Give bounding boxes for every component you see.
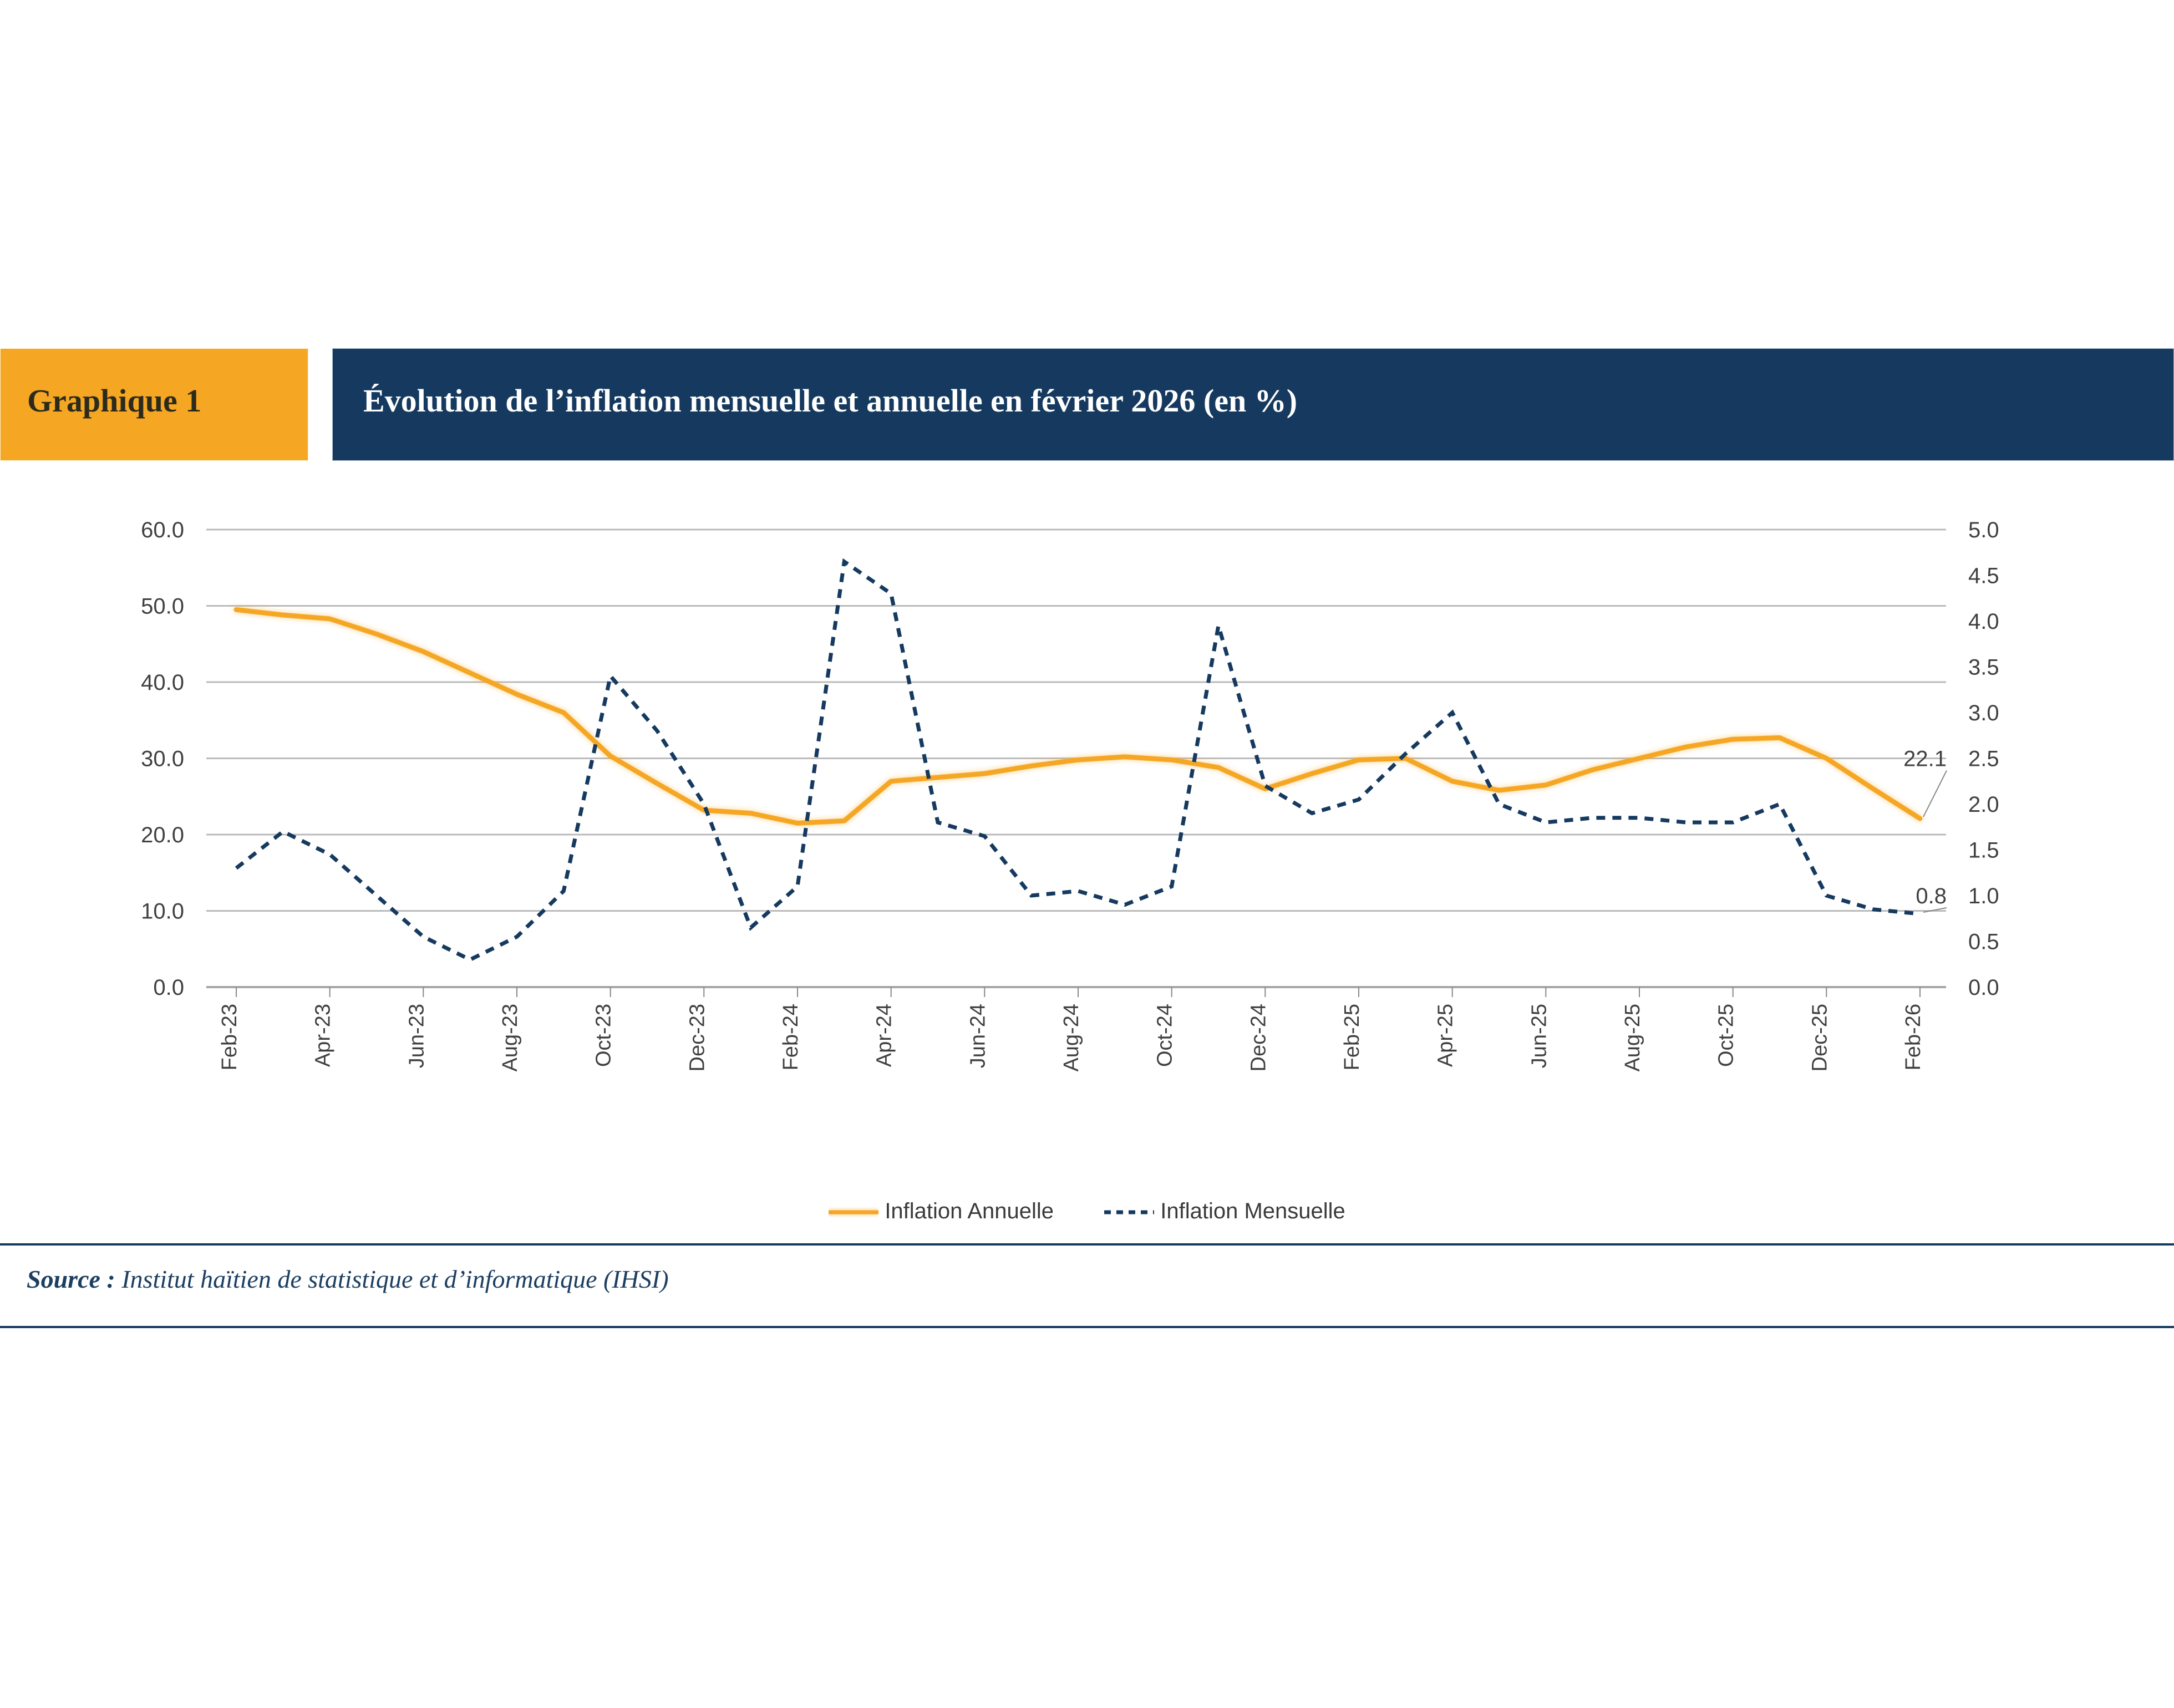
svg-text:0.5: 0.5 <box>1968 930 1999 954</box>
svg-text:Oct-25: Oct-25 <box>1715 1004 1738 1067</box>
svg-text:Jun-23: Jun-23 <box>405 1004 428 1068</box>
svg-text:Feb-25: Feb-25 <box>1340 1004 1364 1070</box>
svg-text:2.5: 2.5 <box>1968 747 1999 771</box>
svg-text:Feb-24: Feb-24 <box>779 1004 802 1070</box>
svg-text:60.0: 60.0 <box>141 518 184 542</box>
svg-text:Apr-25: Apr-25 <box>1434 1004 1457 1067</box>
svg-text:Oct-23: Oct-23 <box>592 1004 616 1067</box>
svg-text:Apr-23: Apr-23 <box>312 1004 335 1067</box>
svg-text:1.0: 1.0 <box>1968 884 1999 908</box>
svg-text:4.5: 4.5 <box>1968 564 1999 588</box>
svg-text:5.0: 5.0 <box>1968 518 1999 542</box>
svg-text:0.0: 0.0 <box>153 975 184 1000</box>
svg-text:4.0: 4.0 <box>1968 609 1999 634</box>
svg-text:0.0: 0.0 <box>1968 975 1999 1000</box>
svg-text:Feb-26: Feb-26 <box>1902 1004 1925 1070</box>
svg-text:Jun-25: Jun-25 <box>1527 1004 1551 1068</box>
svg-text:1.5: 1.5 <box>1968 838 1999 863</box>
svg-text:Dec-25: Dec-25 <box>1808 1004 1831 1072</box>
svg-text:Aug-25: Aug-25 <box>1621 1004 1644 1072</box>
svg-text:Aug-23: Aug-23 <box>499 1004 522 1072</box>
svg-text:3.5: 3.5 <box>1968 655 1999 680</box>
svg-text:Jun-24: Jun-24 <box>966 1004 989 1068</box>
svg-text:0.8: 0.8 <box>1916 884 1947 908</box>
svg-text:30.0: 30.0 <box>141 747 184 771</box>
svg-text:40.0: 40.0 <box>141 670 184 695</box>
svg-text:Dec-24: Dec-24 <box>1247 1004 1270 1072</box>
svg-text:50.0: 50.0 <box>141 594 184 619</box>
svg-text:Oct-24: Oct-24 <box>1154 1004 1177 1067</box>
svg-text:2.0: 2.0 <box>1968 792 1999 817</box>
svg-text:Feb-23: Feb-23 <box>218 1004 241 1070</box>
svg-text:20.0: 20.0 <box>141 823 184 847</box>
svg-text:3.0: 3.0 <box>1968 701 1999 725</box>
svg-text:Apr-24: Apr-24 <box>873 1004 896 1067</box>
svg-text:Dec-23: Dec-23 <box>685 1004 709 1072</box>
svg-text:10.0: 10.0 <box>141 899 184 924</box>
svg-text:Aug-24: Aug-24 <box>1060 1004 1083 1072</box>
svg-text:22.1: 22.1 <box>1903 747 1947 771</box>
